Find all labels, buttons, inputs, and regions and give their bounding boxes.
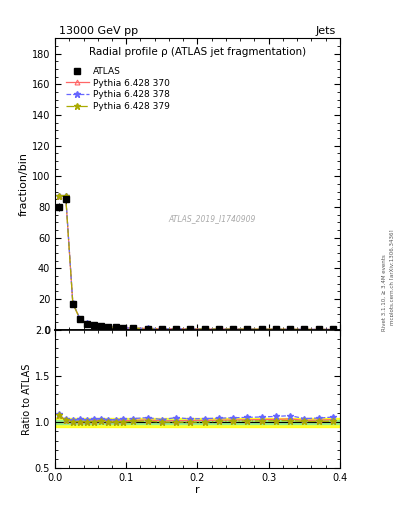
Pythia 6.428 379 — [302, 326, 307, 332]
Bar — [55, 420, 340, 424]
Pythia 6.428 370 — [113, 324, 118, 330]
Text: Radial profile ρ (ATLAS jet fragmentation): Radial profile ρ (ATLAS jet fragmentatio… — [89, 47, 306, 57]
Pythia 6.428 378 — [160, 326, 164, 332]
Pythia 6.428 370 — [92, 322, 97, 328]
Text: mcplots.cern.ch [arXiv:1306.3436]: mcplots.cern.ch [arXiv:1306.3436] — [390, 229, 393, 325]
Pythia 6.428 378 — [302, 326, 307, 332]
Pythia 6.428 370 — [106, 324, 111, 330]
Pythia 6.428 378 — [92, 322, 97, 328]
Text: Jets: Jets — [316, 26, 336, 36]
Pythia 6.428 379 — [120, 325, 125, 331]
Pythia 6.428 370 — [217, 326, 221, 332]
Pythia 6.428 379 — [85, 321, 90, 327]
Pythia 6.428 378 — [331, 326, 335, 332]
Pythia 6.428 378 — [245, 326, 250, 332]
Pythia 6.428 379 — [70, 301, 75, 307]
Pythia 6.428 379 — [131, 325, 136, 331]
Pythia 6.428 370 — [63, 193, 68, 199]
Line: Pythia 6.428 379: Pythia 6.428 379 — [55, 193, 336, 333]
Text: 13000 GeV pp: 13000 GeV pp — [59, 26, 138, 36]
X-axis label: r: r — [195, 485, 200, 495]
Pythia 6.428 378 — [77, 315, 82, 322]
Pythia 6.428 370 — [85, 321, 90, 327]
Pythia 6.428 379 — [217, 326, 221, 332]
Pythia 6.428 379 — [113, 325, 118, 331]
Pythia 6.428 378 — [174, 326, 178, 332]
Pythia 6.428 379 — [56, 193, 61, 199]
Legend: ATLAS, Pythia 6.428 370, Pythia 6.428 378, Pythia 6.428 379: ATLAS, Pythia 6.428 370, Pythia 6.428 37… — [62, 63, 174, 115]
Pythia 6.428 378 — [131, 325, 136, 331]
Pythia 6.428 379 — [188, 326, 193, 332]
Bar — [55, 418, 340, 427]
Pythia 6.428 370 — [288, 326, 292, 332]
Pythia 6.428 370 — [259, 326, 264, 332]
Pythia 6.428 379 — [77, 316, 82, 322]
Pythia 6.428 370 — [70, 301, 75, 307]
Pythia 6.428 370 — [131, 325, 136, 331]
Y-axis label: fraction/bin: fraction/bin — [19, 152, 29, 216]
Pythia 6.428 370 — [302, 326, 307, 332]
Pythia 6.428 379 — [202, 326, 207, 332]
Pythia 6.428 370 — [145, 326, 150, 332]
Pythia 6.428 370 — [174, 326, 178, 332]
Pythia 6.428 370 — [56, 193, 61, 199]
Pythia 6.428 370 — [331, 326, 335, 332]
Pythia 6.428 379 — [92, 322, 97, 328]
Pythia 6.428 378 — [70, 300, 75, 306]
Pythia 6.428 379 — [231, 326, 235, 332]
Pythia 6.428 379 — [99, 323, 104, 329]
Line: Pythia 6.428 378: Pythia 6.428 378 — [55, 193, 336, 333]
Line: Pythia 6.428 370: Pythia 6.428 370 — [56, 194, 335, 332]
Pythia 6.428 379 — [106, 324, 111, 330]
Pythia 6.428 378 — [120, 325, 125, 331]
Pythia 6.428 370 — [231, 326, 235, 332]
Pythia 6.428 378 — [202, 326, 207, 332]
Pythia 6.428 379 — [316, 326, 321, 332]
Pythia 6.428 370 — [245, 326, 250, 332]
Pythia 6.428 378 — [145, 326, 150, 332]
Pythia 6.428 378 — [231, 326, 235, 332]
Pythia 6.428 370 — [274, 326, 278, 332]
Pythia 6.428 378 — [316, 326, 321, 332]
Pythia 6.428 370 — [202, 326, 207, 332]
Pythia 6.428 370 — [77, 316, 82, 322]
Pythia 6.428 379 — [174, 326, 178, 332]
Pythia 6.428 378 — [188, 326, 193, 332]
Pythia 6.428 378 — [288, 326, 292, 332]
Pythia 6.428 379 — [145, 326, 150, 332]
Pythia 6.428 378 — [99, 323, 104, 329]
Pythia 6.428 370 — [188, 326, 193, 332]
Pythia 6.428 378 — [259, 326, 264, 332]
Pythia 6.428 378 — [217, 326, 221, 332]
Pythia 6.428 378 — [56, 193, 61, 199]
Pythia 6.428 379 — [288, 326, 292, 332]
Pythia 6.428 379 — [331, 326, 335, 332]
Pythia 6.428 379 — [160, 326, 164, 332]
Pythia 6.428 379 — [259, 326, 264, 332]
Pythia 6.428 370 — [316, 326, 321, 332]
Pythia 6.428 370 — [99, 323, 104, 329]
Pythia 6.428 370 — [120, 325, 125, 331]
Pythia 6.428 379 — [63, 193, 68, 199]
Text: ATLAS_2019_I1740909: ATLAS_2019_I1740909 — [168, 215, 255, 224]
Pythia 6.428 370 — [160, 326, 164, 332]
Y-axis label: Ratio to ATLAS: Ratio to ATLAS — [22, 364, 32, 435]
Text: Rivet 3.1.10, ≥ 3.4M events: Rivet 3.1.10, ≥ 3.4M events — [382, 254, 387, 331]
Pythia 6.428 378 — [113, 324, 118, 330]
Pythia 6.428 379 — [274, 326, 278, 332]
Pythia 6.428 378 — [274, 326, 278, 332]
Pythia 6.428 378 — [63, 193, 68, 199]
Pythia 6.428 378 — [85, 321, 90, 327]
Pythia 6.428 378 — [106, 324, 111, 330]
Pythia 6.428 379 — [245, 326, 250, 332]
